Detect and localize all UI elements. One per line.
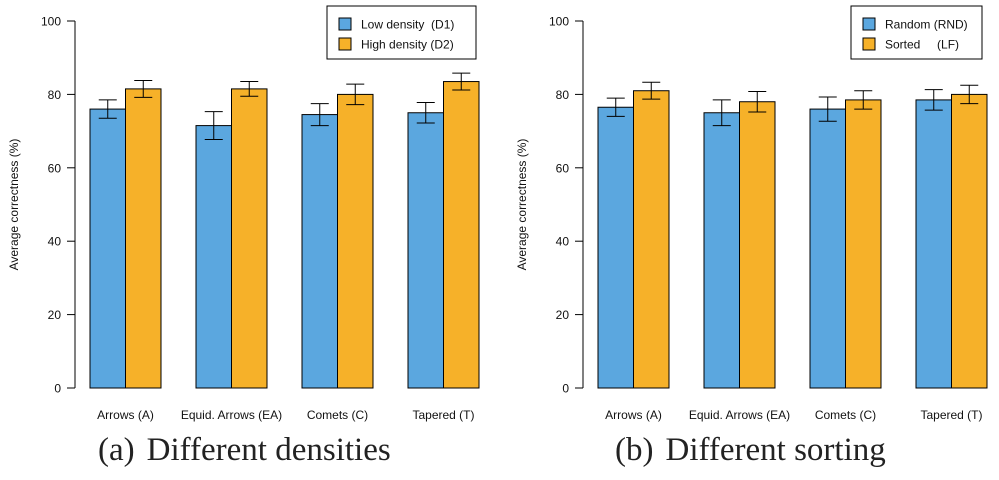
bar [301,114,338,389]
legend-swatch [862,37,876,51]
y-tick-label: 20 [556,308,570,322]
y-tick-label: 80 [48,88,62,102]
legend-swatch [862,17,876,31]
caption-b: (b) Different sorting [615,432,886,469]
bar [915,99,952,389]
bar [809,108,846,389]
y-tick-label: 100 [549,15,569,29]
chart-panel-b: 0 20 40 60 80 100 Average correctness (%) Arrow… [515,5,988,422]
bar [845,99,882,389]
x-category-label: Equid. Arrows (EA) [181,408,282,422]
legend: Random (RND) Sorted (LF) [850,5,983,60]
caption-a-text: Different densities [146,432,391,468]
caption-a-letter: (a) [98,432,135,468]
y-tick-label: 0 [54,382,61,396]
legend-label: Random (RND) [885,18,968,32]
legend-label: Low density (D1) [361,18,454,32]
legend-label: Sorted (LF) [885,38,959,52]
caption-b-text: Different sorting [665,432,886,468]
bar [195,125,232,389]
x-category-label: Tapered (T) [412,408,474,422]
bar [125,88,162,389]
x-category-label: Tapered (T) [920,408,982,422]
bar [633,90,670,389]
y-tick-label: 80 [556,88,570,102]
y-tick-label: 40 [556,235,570,249]
y-tick-label: 60 [556,161,570,175]
bar [951,93,988,389]
bar [407,112,444,389]
legend-swatch [338,37,352,51]
x-category-label: Comets (C) [815,408,876,422]
bar [337,93,374,389]
y-tick-label: 0 [562,382,569,396]
legend-label: High density (D2) [361,38,454,52]
y-tick-label: 100 [41,15,61,29]
x-category-label: Equid. Arrows (EA) [689,408,790,422]
legend-swatch [338,17,352,31]
legend: Low density (D1) High density (D2) [326,5,477,60]
bar [443,81,480,389]
bar [89,108,126,389]
y-axis-label: Average correctness (%) [515,139,529,271]
y-axis-label: Average correctness (%) [7,139,21,271]
y-tick-label: 60 [48,161,62,175]
bar [231,88,268,389]
x-category-label: Arrows (A) [97,408,154,422]
chart-panel-a: 0 20 40 60 80 100 Average correctness (%) Arrow… [7,5,480,422]
bar [703,112,740,389]
legend-box [326,5,477,60]
y-tick-label: 20 [48,308,62,322]
caption-b-letter: (b) [615,432,654,468]
caption-a: (a) Different densities [98,432,391,469]
bar [739,101,776,389]
y-tick-label: 40 [48,235,62,249]
x-category-label: Arrows (A) [605,408,662,422]
x-category-label: Comets (C) [307,408,368,422]
bar [597,106,634,389]
